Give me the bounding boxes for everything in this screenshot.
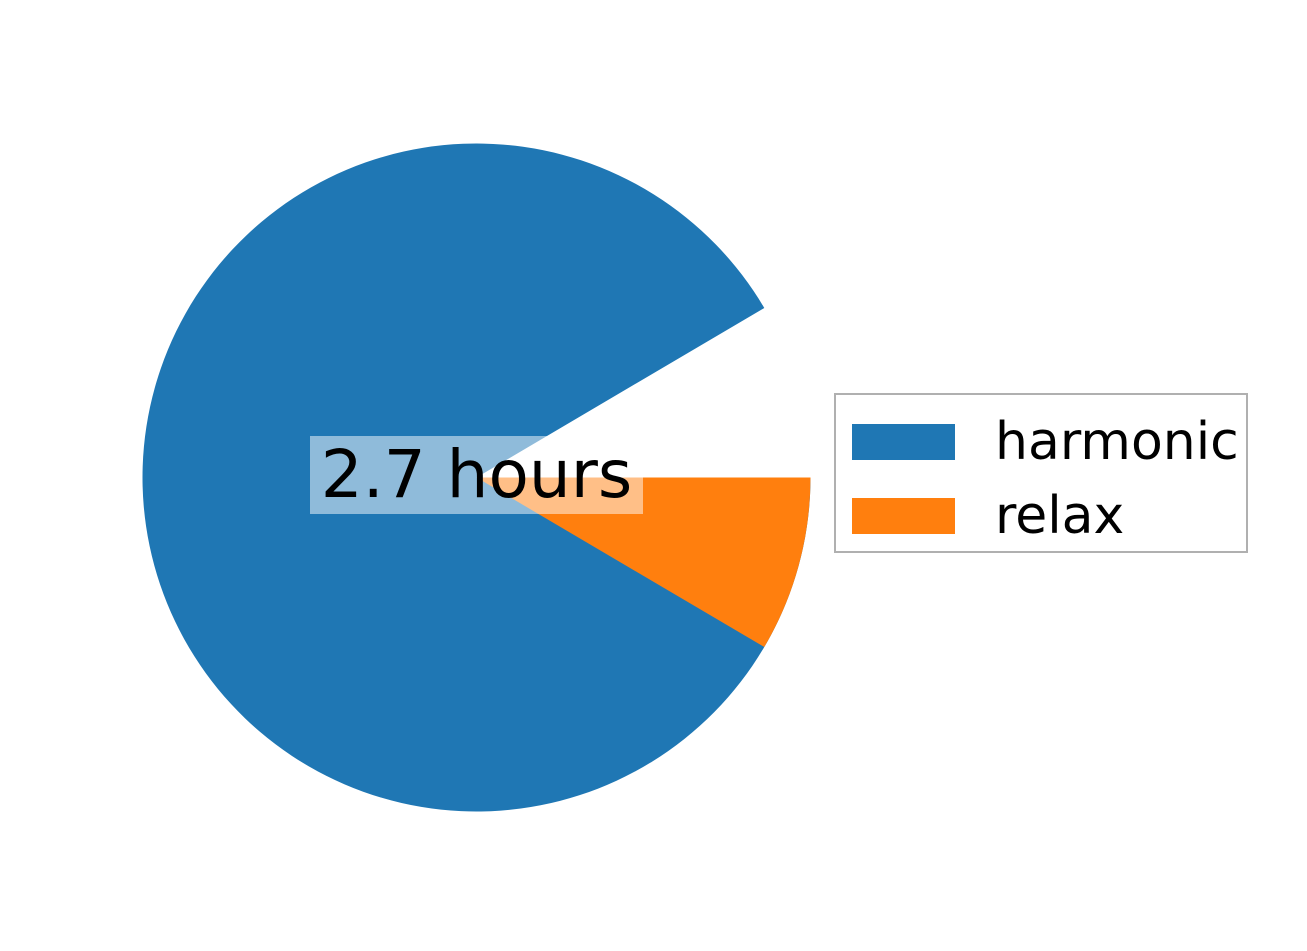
- legend-label-relax: relax: [995, 486, 1125, 546]
- pie-slice-relax[interactable]: [476, 477, 811, 648]
- legend-label-harmonic: harmonic: [995, 412, 1239, 472]
- center-value-text: 2.7 hours: [320, 436, 633, 513]
- legend-entry-harmonic[interactable]: harmonic: [852, 416, 1239, 468]
- legend: harmonic relax: [834, 393, 1248, 553]
- center-value-label: 2.7 hours: [310, 436, 643, 514]
- legend-swatch-harmonic: [852, 424, 955, 460]
- legend-entry-relax[interactable]: relax: [852, 490, 1124, 542]
- legend-swatch-relax: [852, 498, 955, 534]
